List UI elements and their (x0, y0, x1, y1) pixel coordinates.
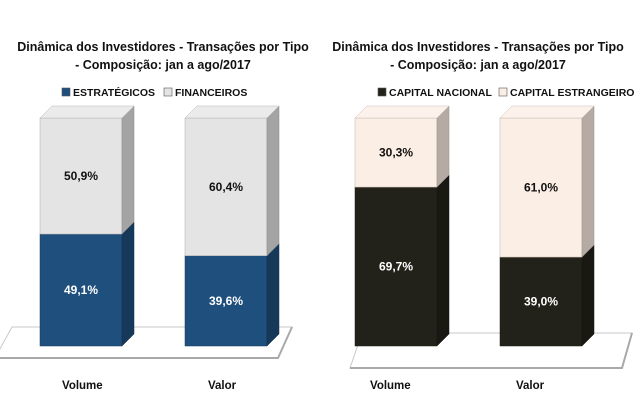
legend-label: CAPITAL ESTRANGEIRO (510, 87, 634, 99)
bar-segment-front (354, 186, 438, 347)
chart-title-line: - Composição: jan a ago/2017 (75, 58, 251, 72)
bar-segment-front (354, 117, 438, 188)
bar-data-label: 69,7% (379, 260, 413, 274)
bar-segment-front (39, 117, 123, 235)
chart-title-line: Dinâmica dos Investidores - Transações p… (332, 40, 624, 54)
chart-title-line: - Composição: jan a ago/2017 (390, 58, 566, 72)
bar-segment-side (581, 105, 595, 258)
bar-segment-top (499, 105, 595, 119)
bar-data-label: 50,9% (64, 169, 98, 183)
category-label: Valor (516, 380, 545, 392)
bar-data-label: 61,0% (524, 181, 558, 195)
legend-label: CAPITAL NACIONAL (389, 87, 492, 99)
legend-label: FINANCEIROS (175, 87, 247, 99)
chart-floor-edge (0, 326, 293, 359)
bar-segment-side (581, 244, 595, 347)
category-label: Volume (370, 380, 411, 392)
category-label: Volume (62, 380, 103, 392)
bar-segment-front (184, 255, 268, 347)
bar-segment-side (121, 221, 135, 347)
bar-data-label: 30,3% (379, 146, 413, 160)
bar-data-label: 39,6% (209, 294, 243, 308)
bar-segment-front (499, 117, 583, 258)
bar-segment-top (39, 105, 135, 119)
bar-segment-front (499, 256, 583, 347)
category-label: Valor (208, 380, 237, 392)
bar-data-label: 39,0% (524, 295, 558, 309)
legend-swatch (61, 87, 71, 97)
bar-segment-top (184, 105, 280, 119)
legend-swatch (377, 87, 387, 97)
bar-segment-side (266, 243, 280, 347)
legend-swatch (163, 87, 173, 97)
bar-segment-front (184, 117, 268, 256)
bar-segment-top (354, 105, 450, 119)
bar-segment-side (121, 105, 135, 235)
bar-data-label: 60,4% (209, 180, 243, 194)
chart-title-line: Dinâmica dos Investidores - Transações p… (17, 40, 309, 54)
chart-floor-edge (350, 332, 633, 369)
bar-segment-side (436, 174, 450, 347)
legend-label: ESTRATÉGICOS (73, 86, 155, 99)
bar-segment-front (39, 233, 123, 347)
bar-segment-side (266, 105, 280, 257)
legend-swatch (498, 87, 508, 97)
bar-data-label: 49,1% (64, 283, 98, 297)
bar-segment-side (436, 105, 450, 188)
